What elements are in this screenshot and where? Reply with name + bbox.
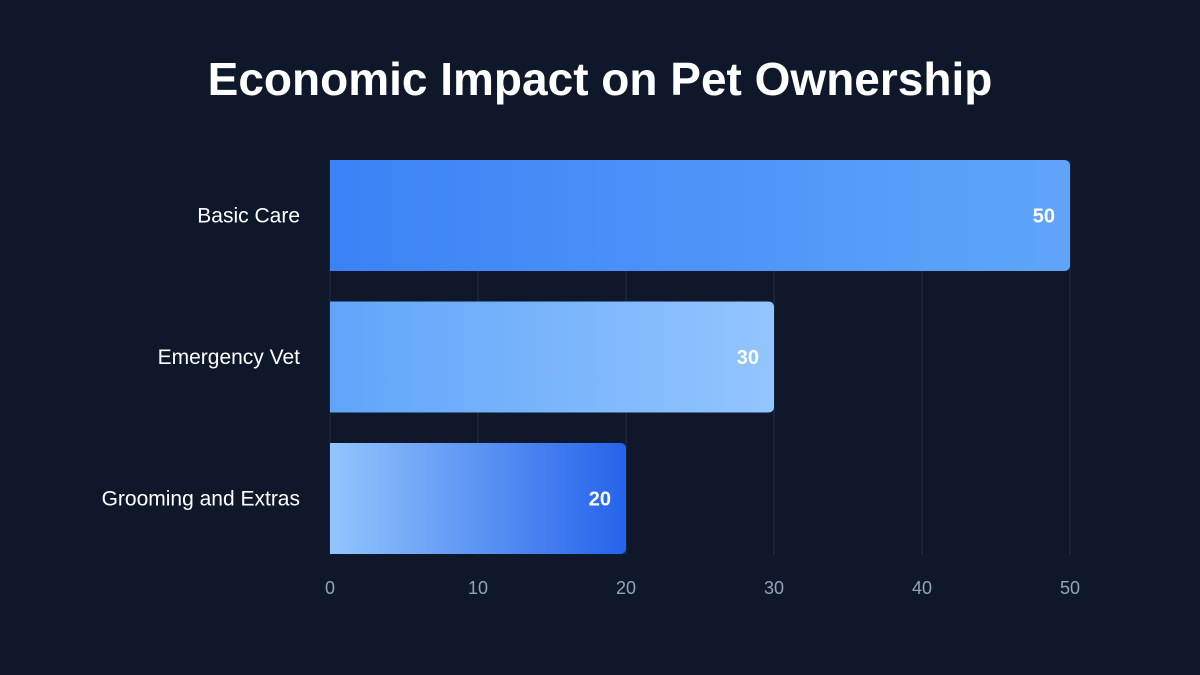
bar [330,443,626,554]
category-label: Emergency Vet [158,346,301,369]
x-tick-label: 20 [616,578,636,598]
x-tick-label: 10 [468,578,488,598]
data-label: 50 [1033,206,1055,228]
category-label: Grooming and Extras [102,488,300,511]
chart-title: Economic Impact on Pet Ownership [207,53,993,105]
data-label: 20 [589,489,611,511]
category-label: Basic Care [197,205,300,228]
x-tick-label: 0 [325,578,335,598]
x-tick-label: 40 [912,578,932,598]
bar [330,301,774,413]
x-tick-label: 50 [1060,578,1080,598]
bar [330,160,1070,271]
x-tick-label: 30 [764,578,784,598]
data-label: 30 [737,347,759,369]
